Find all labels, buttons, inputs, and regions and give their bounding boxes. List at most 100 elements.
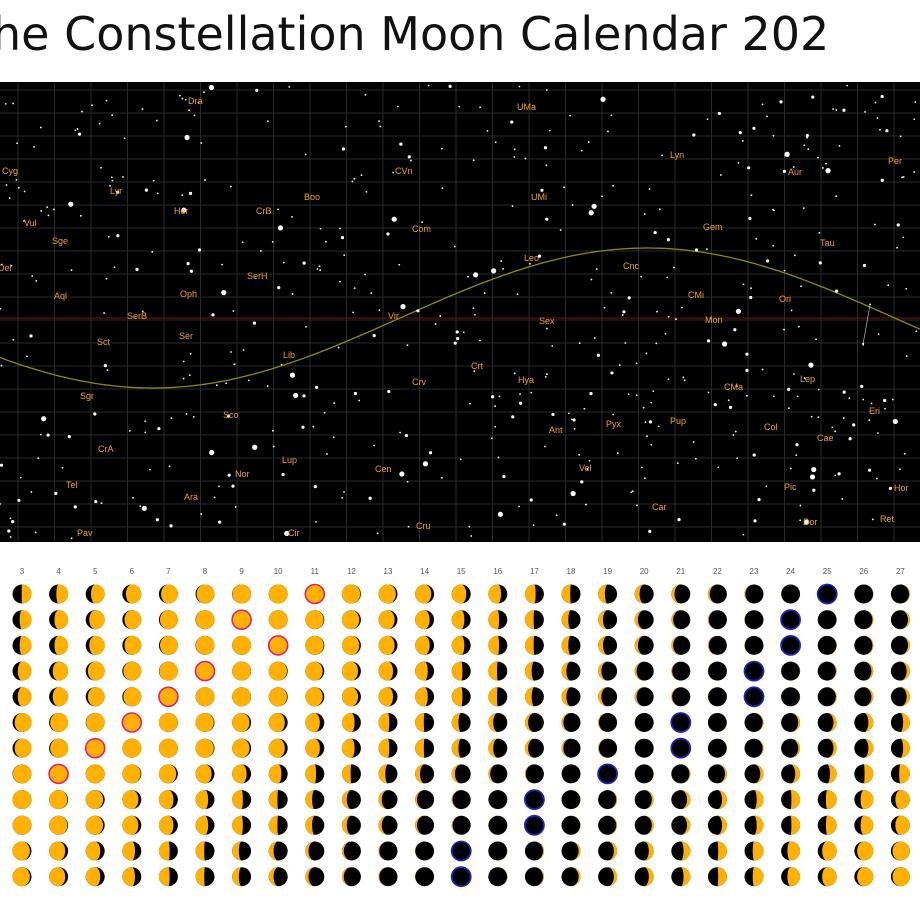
star	[116, 234, 120, 238]
moon-lit	[899, 764, 910, 784]
moon-lit	[341, 764, 352, 784]
constellation-label: Pav	[77, 528, 93, 538]
moon-lit	[196, 584, 215, 604]
star	[618, 364, 621, 367]
star	[271, 240, 274, 243]
star	[184, 98, 187, 101]
moon-dark	[671, 584, 691, 604]
star	[782, 169, 787, 173]
star	[360, 174, 363, 177]
moon-lit	[378, 610, 395, 630]
star	[752, 453, 756, 457]
day-number: 14	[420, 567, 429, 576]
star	[892, 418, 898, 425]
day-number: 9	[239, 567, 244, 576]
star	[115, 190, 120, 194]
star	[808, 362, 814, 368]
moon-lit	[232, 687, 251, 707]
moon-lit	[158, 815, 174, 835]
moon-dark	[744, 635, 764, 655]
star	[650, 443, 653, 446]
star	[834, 430, 837, 433]
moon-lit	[12, 790, 32, 810]
moon-dark	[524, 738, 544, 758]
star	[128, 430, 131, 432]
moon-dark	[305, 867, 325, 887]
star	[783, 269, 786, 272]
star	[170, 417, 173, 420]
moon-dark	[817, 738, 837, 758]
full-moon-ring	[84, 737, 106, 759]
moon-lit	[571, 841, 581, 861]
moon-lit	[561, 635, 571, 655]
moon-lit	[305, 738, 320, 758]
moon-lit	[827, 738, 837, 758]
star	[53, 208, 55, 211]
star	[234, 506, 237, 508]
star	[319, 269, 322, 272]
star	[755, 237, 758, 240]
moon-lit	[378, 790, 388, 810]
star	[811, 466, 817, 473]
new-moon-ring	[816, 583, 838, 605]
moon-lit	[378, 635, 395, 655]
moon-dark	[488, 815, 508, 835]
day-number: 19	[603, 567, 612, 576]
star	[642, 406, 645, 409]
star	[596, 353, 600, 357]
moon-dark	[744, 610, 764, 630]
moon-lit	[415, 610, 430, 630]
star	[0, 263, 3, 266]
moon-lit	[85, 764, 105, 784]
moon-lit	[488, 635, 500, 655]
star	[772, 244, 775, 247]
moon-lit	[125, 584, 142, 604]
star	[70, 269, 73, 271]
moon-dark	[671, 790, 691, 810]
star	[252, 444, 258, 450]
star	[406, 480, 409, 483]
star	[197, 248, 202, 252]
moon-lit	[717, 841, 727, 861]
star	[825, 168, 831, 174]
moon-lit	[644, 867, 654, 887]
constellation-label: Per	[888, 156, 902, 166]
moon-lit	[822, 867, 837, 887]
constellation-label: Hor	[894, 483, 909, 493]
star	[479, 339, 481, 342]
star	[572, 418, 576, 422]
full-moon-ring	[267, 635, 289, 656]
moon-lit	[863, 661, 874, 681]
star	[603, 306, 606, 309]
moon-lit	[415, 635, 430, 655]
day-number: 17	[530, 567, 539, 576]
star	[848, 397, 851, 400]
star	[793, 373, 795, 375]
star	[864, 110, 866, 113]
moon-lit	[268, 713, 285, 732]
moon-lit	[341, 687, 359, 707]
star	[655, 342, 658, 345]
star	[680, 306, 683, 309]
star	[472, 307, 475, 310]
constellation-label: Vel	[579, 463, 592, 473]
star	[706, 339, 711, 343]
star	[293, 392, 299, 399]
star	[11, 520, 15, 524]
day-number: 4	[56, 567, 61, 576]
moon-dark	[890, 610, 910, 630]
star	[421, 221, 424, 224]
star	[200, 513, 203, 515]
moon-dark	[561, 713, 581, 732]
constellation-label: Vir	[388, 311, 399, 321]
star	[8, 197, 11, 199]
moon-lit	[892, 867, 910, 887]
star	[822, 167, 824, 169]
moon-lit	[900, 687, 910, 707]
star	[19, 476, 22, 479]
moon-dark	[671, 661, 691, 681]
day-number: 10	[274, 567, 283, 576]
star	[407, 155, 411, 159]
star	[589, 392, 593, 396]
moon-lit	[634, 635, 645, 655]
